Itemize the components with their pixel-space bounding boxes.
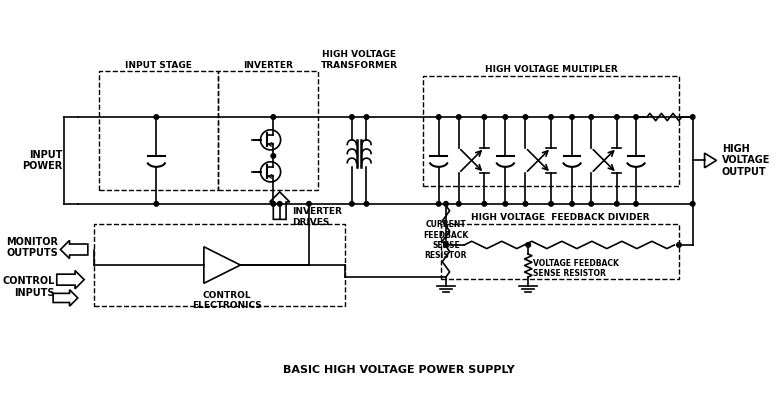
Text: BASIC HIGH VOLTAGE POWER SUPPLY: BASIC HIGH VOLTAGE POWER SUPPLY — [282, 365, 514, 375]
Circle shape — [364, 115, 369, 119]
Text: INPUT STAGE: INPUT STAGE — [125, 61, 192, 69]
Text: HIGH VOLTAGE
TRANSFORMER: HIGH VOLTAGE TRANSFORMER — [320, 50, 397, 69]
Text: HIGH VOLTAGE  FEEDBACK DIVIDER: HIGH VOLTAGE FEEDBACK DIVIDER — [471, 213, 650, 222]
Text: CURRENT
FEEDBACK
SENSE
RESISTOR: CURRENT FEEDBACK SENSE RESISTOR — [424, 220, 469, 261]
Circle shape — [570, 115, 574, 119]
Circle shape — [615, 202, 619, 206]
Circle shape — [482, 202, 487, 206]
Text: HIGH
VOLTAGE
OUTPUT: HIGH VOLTAGE OUTPUT — [722, 144, 771, 177]
Circle shape — [277, 202, 282, 206]
Circle shape — [271, 202, 275, 206]
Circle shape — [549, 202, 553, 206]
Circle shape — [570, 202, 574, 206]
Circle shape — [526, 243, 531, 247]
Circle shape — [456, 115, 461, 119]
Circle shape — [503, 115, 508, 119]
Circle shape — [456, 202, 461, 206]
Circle shape — [307, 202, 311, 206]
Circle shape — [154, 202, 158, 206]
Circle shape — [549, 115, 553, 119]
Bar — [423, 76, 679, 185]
Circle shape — [523, 202, 528, 206]
Circle shape — [271, 154, 275, 158]
Bar — [99, 72, 217, 190]
Circle shape — [271, 115, 275, 119]
Circle shape — [677, 243, 681, 247]
Circle shape — [615, 115, 619, 119]
Bar — [94, 224, 345, 306]
Circle shape — [482, 115, 487, 119]
Circle shape — [691, 115, 695, 119]
Circle shape — [691, 202, 695, 206]
Circle shape — [589, 202, 594, 206]
Text: INPUT
POWER: INPUT POWER — [22, 149, 62, 171]
Text: INVERTER
DRIVES: INVERTER DRIVES — [293, 208, 342, 227]
Bar — [442, 224, 679, 279]
Circle shape — [154, 115, 158, 119]
Text: HIGH VOLTAGE MULTIPLER: HIGH VOLTAGE MULTIPLER — [485, 65, 618, 74]
Circle shape — [589, 115, 594, 119]
Circle shape — [634, 202, 639, 206]
Bar — [217, 72, 318, 190]
Text: INVERTER: INVERTER — [243, 61, 293, 69]
Circle shape — [350, 202, 354, 206]
Text: MONITOR
OUTPUTS: MONITOR OUTPUTS — [6, 237, 59, 259]
Circle shape — [634, 115, 639, 119]
Circle shape — [364, 202, 369, 206]
Circle shape — [350, 115, 354, 119]
Circle shape — [436, 202, 441, 206]
Circle shape — [444, 243, 449, 247]
Circle shape — [436, 115, 441, 119]
Text: VOLTAGE FEEDBACK
SENSE RESISTOR: VOLTAGE FEEDBACK SENSE RESISTOR — [533, 259, 618, 278]
Circle shape — [444, 243, 449, 247]
Text: CONTROL
INPUTS: CONTROL INPUTS — [2, 276, 55, 298]
Text: CONTROL
ELECTRONICS: CONTROL ELECTRONICS — [192, 290, 262, 310]
Circle shape — [523, 115, 528, 119]
Circle shape — [503, 202, 508, 206]
Circle shape — [444, 202, 449, 206]
